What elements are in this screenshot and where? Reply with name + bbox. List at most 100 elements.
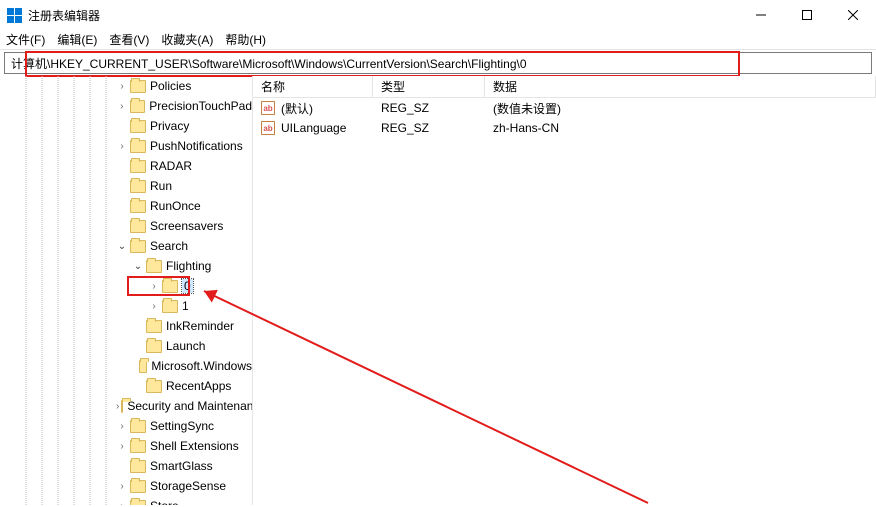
tree-item[interactable]: RunOnce (0, 196, 252, 216)
chevron-down-icon[interactable]: ⌄ (116, 241, 128, 252)
tree-item[interactable]: › Policies (0, 76, 252, 96)
tree-item-label: SettingSync (150, 419, 214, 433)
tree-item[interactable]: RecentApps (0, 376, 252, 396)
folder-icon (130, 420, 146, 433)
folder-icon (130, 100, 146, 113)
maximize-button[interactable] (784, 0, 830, 30)
header-name[interactable]: 名称 (253, 76, 373, 97)
chevron-right-icon[interactable]: › (116, 421, 128, 432)
chevron-right-icon[interactable]: › (116, 81, 128, 92)
tree-item-label: Launch (166, 339, 205, 353)
folder-icon (130, 480, 146, 493)
value-type: REG_SZ (373, 121, 485, 135)
tree-item-label: PrecisionTouchPad (149, 99, 252, 113)
tree-item[interactable]: › StorageSense (0, 476, 252, 496)
value-name: UILanguage (281, 121, 346, 135)
tree-item[interactable]: Privacy (0, 116, 252, 136)
folder-icon (130, 120, 146, 133)
folder-icon (139, 360, 147, 373)
tree-item[interactable]: SmartGlass (0, 456, 252, 476)
tree-item-label: PushNotifications (150, 139, 243, 153)
chevron-down-icon[interactable]: ⌄ (132, 261, 144, 272)
folder-icon (130, 460, 146, 473)
value-name: (默认) (281, 100, 313, 117)
value-row[interactable]: ab UILanguage REG_SZzh-Hans-CN (253, 118, 876, 138)
menu-file[interactable]: 文件(F) (6, 31, 45, 48)
tree-item[interactable]: Launch (0, 336, 252, 356)
tree-item-label: Run (150, 179, 172, 193)
folder-icon (146, 320, 162, 333)
value-row[interactable]: ab(默认)REG_SZ(数值未设置) (253, 98, 876, 118)
close-button[interactable] (830, 0, 876, 30)
tree-item[interactable]: Run (0, 176, 252, 196)
tree-item-label: RunOnce (150, 199, 201, 213)
folder-icon (130, 240, 146, 253)
tree-item[interactable]: RADAR (0, 156, 252, 176)
minimize-button[interactable] (738, 0, 784, 30)
window-title: 注册表编辑器 (28, 7, 100, 24)
tree-item-label: RecentApps (166, 379, 231, 393)
tree-item-label: RADAR (150, 159, 192, 173)
folder-icon (146, 380, 162, 393)
chevron-right-icon[interactable]: › (116, 401, 119, 412)
folder-icon (130, 140, 146, 153)
chevron-right-icon[interactable]: › (148, 301, 160, 312)
tree-item[interactable]: ›0 (0, 276, 252, 296)
folder-icon (130, 200, 146, 213)
chevron-right-icon[interactable]: › (116, 101, 128, 112)
chevron-right-icon[interactable]: › (116, 501, 128, 506)
chevron-right-icon[interactable]: › (116, 141, 128, 152)
header-type[interactable]: 类型 (373, 76, 485, 97)
header-data[interactable]: 数据 (485, 76, 876, 97)
title-bar: 注册表编辑器 (0, 0, 876, 30)
tree-item[interactable]: › PushNotifications (0, 136, 252, 156)
tree-item-label: Screensavers (150, 219, 223, 233)
value-data: zh-Hans-CN (485, 121, 876, 135)
tree-item-label: 1 (182, 299, 189, 313)
folder-icon (146, 260, 162, 273)
tree-item-label: Search (150, 239, 188, 253)
values-pane[interactable]: 名称 类型 数据 ab (默认) REG_SZ(数值未设置)ab UILanguage… (253, 76, 876, 505)
folder-icon (146, 340, 162, 353)
menu-view[interactable]: 查看(V) (109, 31, 149, 48)
value-data: (数值未设置) (485, 100, 876, 117)
tree-item-label: Privacy (150, 119, 189, 133)
tree-item[interactable]: ›1 (0, 296, 252, 316)
tree-item-label: Store (150, 499, 179, 505)
tree-item[interactable]: Screensavers (0, 216, 252, 236)
tree-item[interactable]: › SettingSync (0, 416, 252, 436)
folder-icon (130, 220, 146, 233)
tree-item-label: Policies (150, 79, 191, 93)
address-bar[interactable]: 计算机\HKEY_CURRENT_USER\Software\Microsoft… (4, 52, 872, 74)
value-type: REG_SZ (373, 101, 485, 115)
tree-item[interactable]: › Security and Maintenance (0, 396, 252, 416)
folder-icon (162, 300, 178, 313)
tree-pane[interactable]: › Policies › PrecisionTouchPad Privacy › PushN… (0, 76, 253, 505)
folder-icon (130, 80, 146, 93)
address-path: 计算机\HKEY_CURRENT_USER\Software\Microsoft… (11, 55, 527, 72)
tree-item-label: SmartGlass (150, 459, 213, 473)
menu-edit[interactable]: 编辑(E) (57, 31, 97, 48)
tree-item[interactable]: › PrecisionTouchPad (0, 96, 252, 116)
tree-item-label: 0 (182, 279, 193, 293)
chevron-right-icon[interactable]: › (148, 281, 160, 292)
tree-item-label: Shell Extensions (150, 439, 239, 453)
folder-icon (162, 280, 178, 293)
tree-item[interactable]: › Store (0, 496, 252, 505)
folder-icon (130, 180, 146, 193)
chevron-right-icon[interactable]: › (116, 481, 128, 492)
tree-item-label: Security and Maintenance (127, 399, 253, 413)
tree-item-label: StorageSense (150, 479, 226, 493)
menu-favorites[interactable]: 收藏夹(A) (161, 31, 213, 48)
chevron-right-icon[interactable]: › (116, 441, 128, 452)
address-bar-container: 计算机\HKEY_CURRENT_USER\Software\Microsoft… (0, 52, 876, 74)
tree-item[interactable]: InkReminder (0, 316, 252, 336)
tree-item[interactable]: ⌄Flighting (0, 256, 252, 276)
folder-icon (130, 160, 146, 173)
menu-bar: 文件(F) 编辑(E) 查看(V) 收藏夹(A) 帮助(H) (0, 30, 876, 50)
menu-help[interactable]: 帮助(H) (225, 31, 266, 48)
tree-item[interactable]: Microsoft.Windows (0, 356, 252, 376)
tree-item[interactable]: › Shell Extensions (0, 436, 252, 456)
string-value-icon: ab (261, 121, 275, 135)
tree-item[interactable]: ⌄ Search (0, 236, 252, 256)
